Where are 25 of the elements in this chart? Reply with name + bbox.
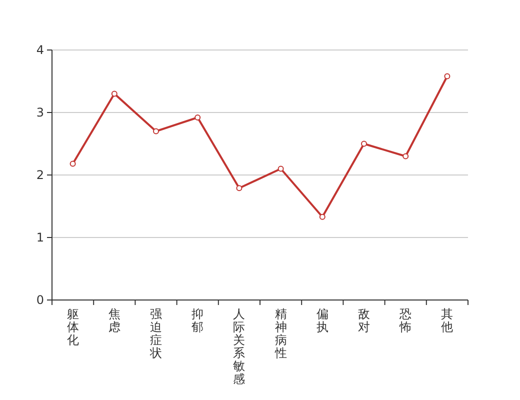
x-tick-label: 偏执 bbox=[316, 307, 328, 334]
x-tick-label: 其他 bbox=[441, 307, 454, 334]
point bbox=[402, 153, 409, 160]
y-tick-label: 2 bbox=[36, 168, 44, 182]
point bbox=[153, 128, 159, 134]
point bbox=[70, 160, 76, 167]
point bbox=[319, 214, 326, 220]
y-tick-label: 0 bbox=[36, 293, 44, 307]
x-tick-label: 人际关系敏感 bbox=[233, 307, 246, 386]
point bbox=[111, 90, 118, 97]
x-tick-label: 精神病性 bbox=[274, 307, 287, 360]
point bbox=[236, 185, 242, 192]
point bbox=[361, 140, 367, 147]
point bbox=[194, 114, 201, 120]
x-tick-label: 强迫症状 bbox=[149, 307, 162, 360]
x-tick-label: 抑郁 bbox=[192, 307, 204, 334]
point bbox=[444, 73, 450, 80]
x-tick-label: 躯体化 bbox=[66, 307, 79, 347]
x-tick-label: 敌对 bbox=[358, 307, 370, 334]
x-tick-label: 恐怖 bbox=[398, 307, 412, 334]
y-tick-label: 4 bbox=[36, 43, 44, 57]
x-tick-label: 焦虑 bbox=[108, 307, 120, 334]
point bbox=[278, 166, 284, 172]
y-tick-label: 1 bbox=[36, 230, 44, 244]
y-tick-label: 3 bbox=[36, 106, 44, 120]
